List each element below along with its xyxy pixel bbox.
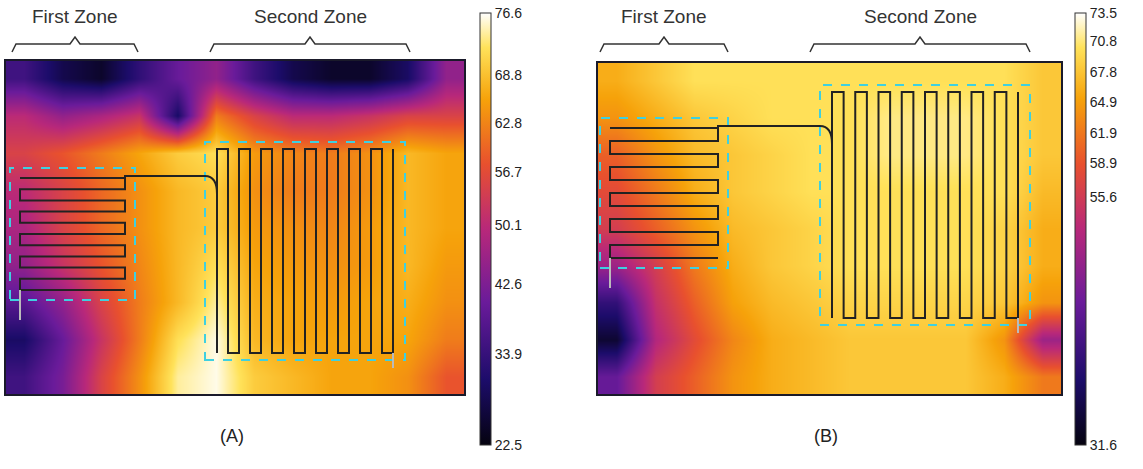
svg-text:70.8: 70.8 [1090, 33, 1117, 49]
svg-text:56.7: 56.7 [495, 164, 522, 180]
svg-text:(A): (A) [220, 426, 244, 446]
svg-text:22.5: 22.5 [495, 437, 522, 453]
svg-text:76.6: 76.6 [495, 5, 522, 21]
svg-text:73.5: 73.5 [1090, 5, 1117, 21]
svg-text:Second Zone: Second Zone [864, 6, 977, 27]
svg-text:61.9: 61.9 [1090, 125, 1117, 141]
svg-text:42.6: 42.6 [495, 276, 522, 292]
svg-text:First Zone: First Zone [621, 6, 707, 27]
svg-text:31.6: 31.6 [1090, 437, 1117, 453]
svg-text:64.9: 64.9 [1090, 94, 1117, 110]
svg-text:55.6: 55.6 [1090, 189, 1117, 205]
svg-text:33.9: 33.9 [495, 346, 522, 362]
svg-text:67.8: 67.8 [1090, 64, 1117, 80]
svg-text:68.8: 68.8 [495, 67, 522, 83]
svg-text:58.9: 58.9 [1090, 155, 1117, 171]
svg-text:50.1: 50.1 [495, 217, 522, 233]
svg-text:First Zone: First Zone [32, 6, 118, 27]
svg-text:62.8: 62.8 [495, 115, 522, 131]
svg-text:Second Zone: Second Zone [254, 6, 367, 27]
svg-text:(B): (B) [814, 426, 838, 446]
